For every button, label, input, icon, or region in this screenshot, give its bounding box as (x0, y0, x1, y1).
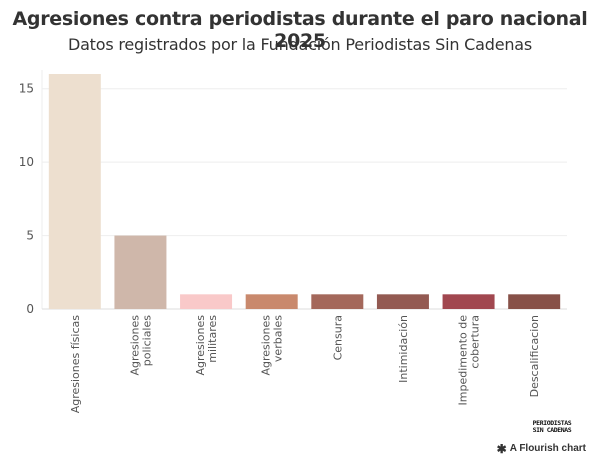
y-tick-label: 15 (19, 82, 34, 96)
bars (48, 74, 561, 309)
y-tick-label: 0 (26, 302, 34, 316)
x-tick-label: Descalificacion (528, 315, 541, 397)
x-tick-label: Impedimento de (457, 315, 470, 406)
x-tick-label: Agresiones (194, 315, 207, 376)
bar[interactable] (508, 294, 561, 309)
x-tick-label: Censura (331, 315, 344, 360)
chart-subtitle: Datos registrados por la Fundación Perio… (67, 35, 533, 54)
periodistas-sin-cadenas-logo[interactable]: PERIODISTAS SIN CADENAS (531, 420, 573, 437)
x-tick-label: policiales (140, 315, 153, 366)
x-tick-label: Intimidación (397, 315, 410, 383)
y-tick-label: 10 (19, 155, 34, 169)
x-tick-label: Agresiones (260, 315, 273, 376)
x-tick-label: militares (206, 315, 219, 363)
x-tick-label: Agresiones físicas (69, 315, 82, 414)
bar[interactable] (180, 294, 233, 309)
x-tick-label: verbales (272, 315, 285, 362)
chart-title: Agresiones contra periodistas durante el… (12, 8, 588, 52)
x-axis-labels: Agresiones físicas Agresiones policiales Ag… (69, 315, 541, 414)
flourish-star-icon: ✱ (496, 441, 507, 456)
bar[interactable] (114, 235, 167, 309)
logo-line-2: SIN CADENAS (532, 426, 572, 434)
y-tick-label: 5 (26, 229, 34, 243)
bar[interactable] (311, 294, 364, 309)
x-tick-label: cobertura (469, 315, 482, 369)
x-tick-label: Agresiones (128, 315, 141, 376)
flourish-label: A Flourish chart (509, 443, 586, 454)
bar[interactable] (48, 74, 101, 309)
logo-line-1: PERIODISTAS (532, 419, 572, 427)
flourish-credit-link[interactable]: ✱ A Flourish chart (496, 441, 586, 456)
bar[interactable] (442, 294, 495, 309)
bar[interactable] (245, 294, 298, 309)
y-axis-ticks: 0 5 10 15 (19, 82, 34, 316)
bar[interactable] (376, 294, 429, 309)
